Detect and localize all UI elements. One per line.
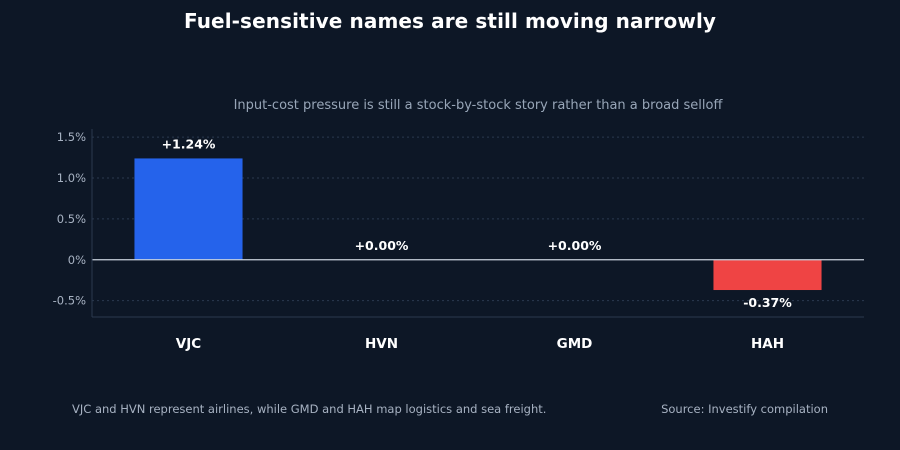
grid-layer xyxy=(92,136,864,302)
chart-subtitle: Input-cost pressure is still a stock-by-… xyxy=(233,98,723,113)
x-tick-label: VJC xyxy=(176,336,201,352)
data-label: +1.24% xyxy=(162,136,216,151)
y-tick-label: 1.5% xyxy=(57,130,86,144)
labels-layer: +1.24% +0.00% +0.00% -0.37% xyxy=(162,136,793,310)
x-tick-label: HAH xyxy=(751,336,784,352)
data-label: +0.00% xyxy=(355,238,409,253)
chart-footnote: VJC and HVN represent airlines, while GM… xyxy=(72,402,547,416)
y-tick-label: 1.0% xyxy=(57,171,86,185)
y-tick-label: -0.5% xyxy=(53,294,86,308)
data-label: +0.00% xyxy=(548,238,602,253)
bars-layer xyxy=(134,158,822,291)
chart-source: Source: Investify compilation xyxy=(661,402,828,416)
axis-layer: -0.5% 0% 0.5% 1.0% 1.5% VJC HVN GMD HAH xyxy=(53,129,864,352)
x-tick-label: HVN xyxy=(365,336,398,352)
x-tick-label: GMD xyxy=(557,336,593,352)
data-label: -0.37% xyxy=(743,295,792,310)
chart-title: Fuel-sensitive names are still moving na… xyxy=(183,9,717,33)
y-tick-label: 0% xyxy=(68,253,86,267)
bar-vjc xyxy=(134,158,243,260)
bar-hah xyxy=(713,259,822,291)
y-tick-label: 0.5% xyxy=(57,212,86,226)
